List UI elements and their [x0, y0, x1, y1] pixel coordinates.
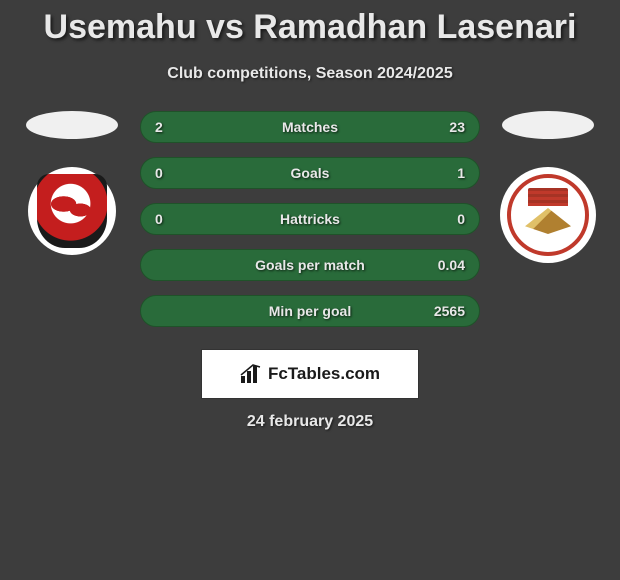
- left-flag-oval: [26, 111, 118, 139]
- right-club-badge: [500, 167, 596, 263]
- stat-row-hattricks: 0 Hattricks 0: [140, 203, 480, 235]
- stat-row-matches: 2 Matches 23: [140, 111, 480, 143]
- stat-label: Matches: [141, 119, 479, 135]
- stat-right-value: 23: [449, 119, 465, 135]
- right-flag-oval: [502, 111, 594, 139]
- page-title: Usemahu vs Ramadhan Lasenari: [0, 8, 620, 47]
- comparison-row: 2 Matches 23 0 Goals 1 0 Hattricks 0 Goa…: [0, 111, 620, 327]
- stat-row-goals: 0 Goals 1: [140, 157, 480, 189]
- psm-badge-icon: [507, 174, 589, 256]
- subtitle: Club competitions, Season 2024/2025: [0, 65, 620, 83]
- left-team-col: [22, 111, 122, 255]
- stats-table: 2 Matches 23 0 Goals 1 0 Hattricks 0 Goa…: [140, 111, 480, 327]
- stat-left-value: 0: [155, 165, 163, 181]
- stat-right-value: 1: [457, 165, 465, 181]
- stat-right-value: 0: [457, 211, 465, 227]
- madura-badge-icon: [37, 174, 107, 248]
- stat-right-value: 2565: [434, 303, 465, 319]
- comparison-card: Usemahu vs Ramadhan Lasenari Club compet…: [0, 0, 620, 431]
- stat-label: Goals: [141, 165, 479, 181]
- brand-text: FcTables.com: [268, 364, 380, 384]
- stat-label: Goals per match: [141, 257, 479, 273]
- stat-left-value: 0: [155, 211, 163, 227]
- stat-row-gpm: Goals per match 0.04: [140, 249, 480, 281]
- stat-label: Min per goal: [141, 303, 479, 319]
- brand-link[interactable]: FcTables.com: [201, 349, 419, 399]
- date-label: 24 february 2025: [0, 413, 620, 431]
- right-team-col: [498, 111, 598, 263]
- left-club-badge: [28, 167, 116, 255]
- stat-row-mpg: Min per goal 2565: [140, 295, 480, 327]
- bar-chart-icon: [240, 364, 262, 384]
- stat-label: Hattricks: [141, 211, 479, 227]
- stat-left-value: 2: [155, 119, 163, 135]
- stat-right-value: 0.04: [438, 257, 465, 273]
